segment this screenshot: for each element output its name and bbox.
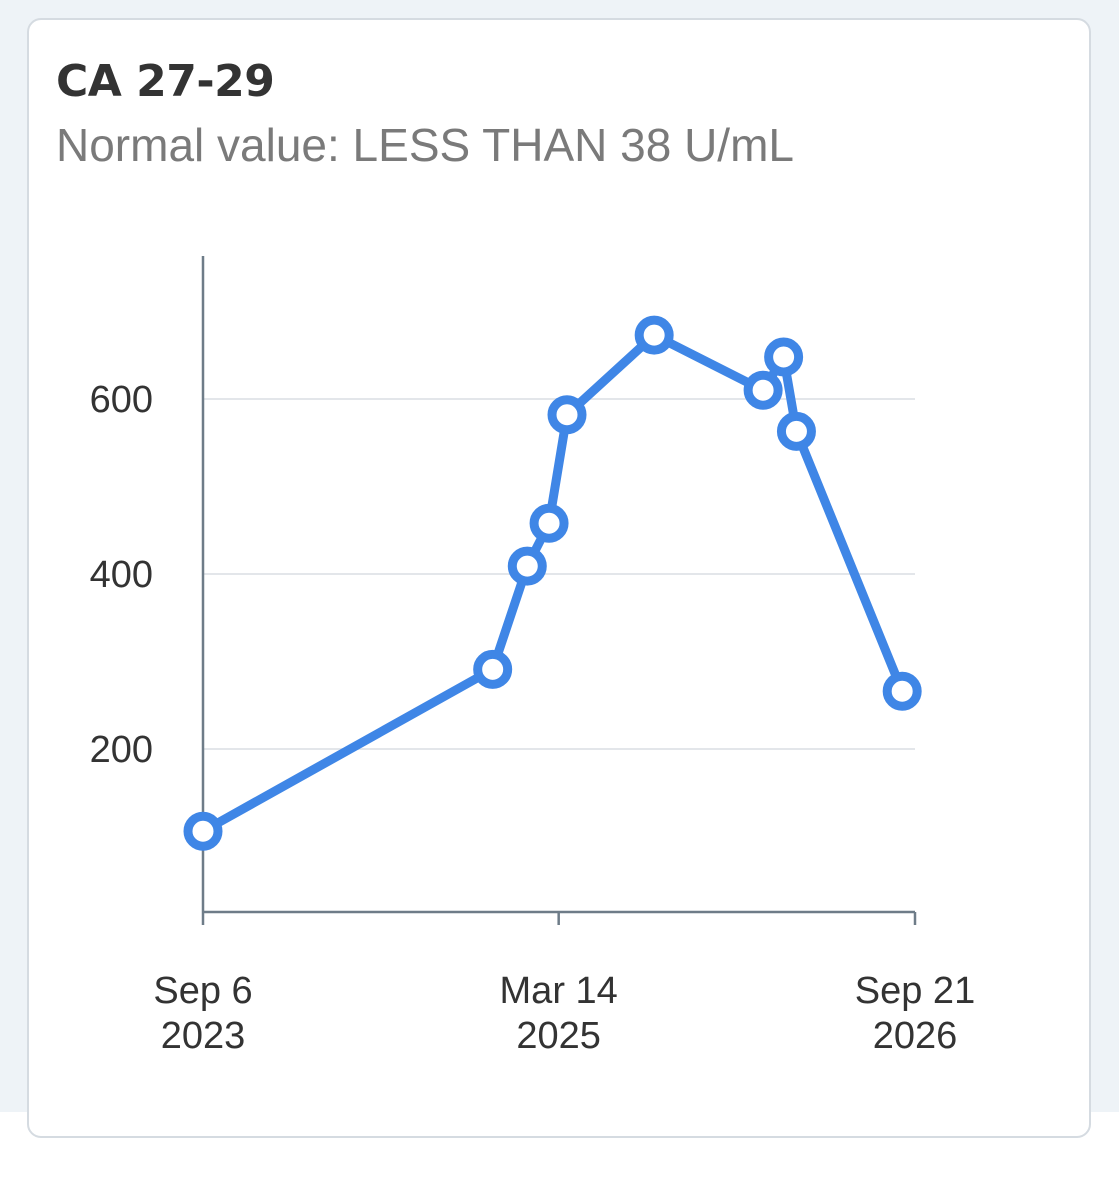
data-point[interactable] xyxy=(473,649,513,689)
x-tick-label: Sep 21 xyxy=(855,970,975,1012)
data-point[interactable] xyxy=(764,337,804,377)
x-tick-label: Sep 6 xyxy=(153,970,252,1012)
x-tick-label: Mar 14 xyxy=(500,970,618,1012)
x-tick-label: 2025 xyxy=(516,1015,601,1057)
data-point[interactable] xyxy=(776,411,816,451)
chart-title: CA 27-29 xyxy=(56,56,275,107)
chart-card xyxy=(27,18,1091,1138)
data-point[interactable] xyxy=(882,671,922,711)
y-tick-labels: 200 400 600 xyxy=(90,379,153,771)
y-tick-label: 200 xyxy=(90,729,153,771)
series-line xyxy=(198,330,907,836)
data-point[interactable] xyxy=(634,315,674,355)
x-tick-label: 2023 xyxy=(161,1015,246,1057)
chart-subtitle: Normal value: LESS THAN 38 U/mL xyxy=(56,119,794,171)
y-tick-label: 600 xyxy=(90,379,153,421)
data-point[interactable] xyxy=(743,370,783,410)
data-point[interactable] xyxy=(183,811,223,851)
axes xyxy=(201,256,917,925)
x-tick-label: 2026 xyxy=(873,1015,958,1057)
y-tick-label: 400 xyxy=(90,554,153,596)
data-points xyxy=(183,315,922,851)
data-point[interactable] xyxy=(547,395,587,435)
data-point[interactable] xyxy=(529,503,569,543)
data-point[interactable] xyxy=(507,546,547,586)
series-line-path xyxy=(198,330,907,836)
